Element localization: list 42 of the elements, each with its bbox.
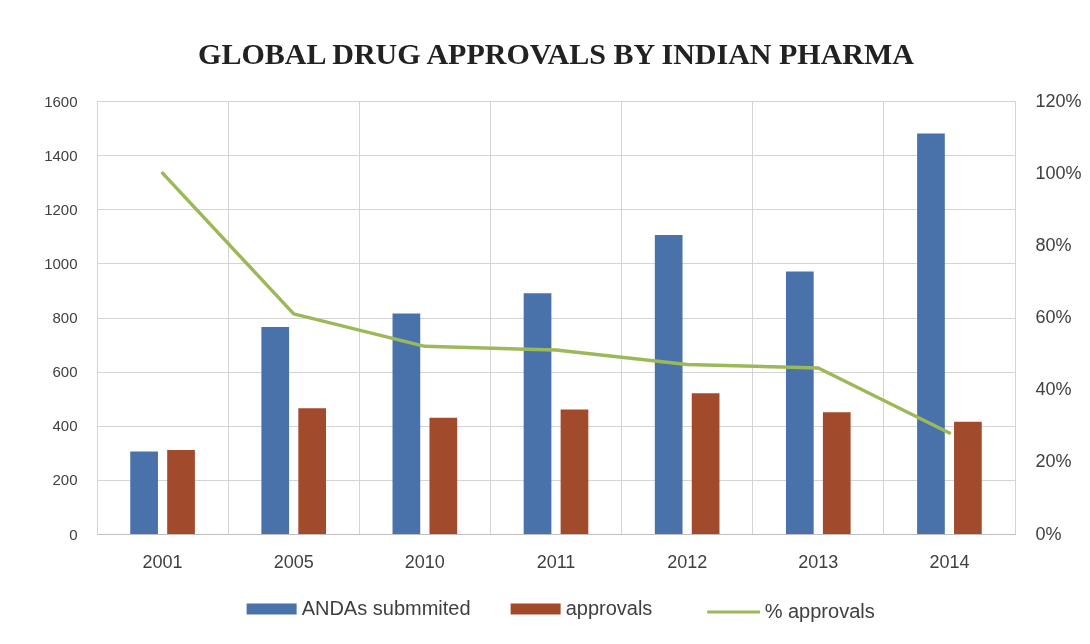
- bar: [130, 451, 158, 534]
- legend-label: ANDAs submmited: [301, 597, 471, 619]
- y2-tick-label: 40%: [1035, 379, 1072, 400]
- y2-tick-label: 60%: [1035, 307, 1072, 327]
- y-tick-label: 400: [52, 417, 78, 435]
- y-tick-label: 0: [69, 525, 78, 543]
- chart-title: GLOBAL DRUG APPROVALS BY INDIAN PHARMA: [198, 37, 915, 70]
- y-tick-label: 1200: [44, 200, 78, 218]
- bar: [560, 409, 589, 534]
- x-tick-label: 2013: [798, 551, 839, 572]
- legend-label: % approvals: [764, 600, 875, 622]
- bar: [785, 271, 814, 534]
- y-tick-label: 200: [52, 471, 78, 489]
- y-tick-label: 1000: [44, 254, 78, 272]
- y-tick-label: 1600: [44, 92, 78, 110]
- x-tick-label: 2011: [536, 551, 576, 572]
- x-tick-label: 2005: [273, 551, 314, 572]
- bar: [917, 133, 945, 534]
- y-tick-label: 1400: [44, 146, 78, 164]
- bar: [429, 417, 458, 534]
- y2-tick-label: 20%: [1035, 451, 1072, 472]
- bar: [654, 234, 683, 534]
- bar: [298, 408, 327, 534]
- bar: [691, 393, 720, 534]
- bar: [954, 421, 982, 534]
- x-tick-label: 2010: [404, 551, 445, 572]
- y-tick-label: 600: [52, 363, 78, 381]
- y2-tick-label: 80%: [1035, 234, 1072, 255]
- x-tick-label: 2012: [667, 551, 708, 572]
- legend-label: approvals: [565, 597, 653, 619]
- bar: [392, 313, 421, 534]
- bar: [822, 412, 851, 534]
- bar: [261, 326, 290, 534]
- line-series: [160, 171, 952, 435]
- y-tick-label: 800: [52, 309, 78, 326]
- y2-tick-label: 0%: [1035, 523, 1062, 544]
- bar: [523, 293, 552, 534]
- bar: [167, 450, 195, 534]
- y2-tick-label: 100%: [1035, 162, 1082, 183]
- x-tick-label: 2014: [929, 551, 970, 572]
- x-tick-label: 2001: [142, 551, 183, 572]
- y2-tick-label: 120%: [1035, 90, 1082, 111]
